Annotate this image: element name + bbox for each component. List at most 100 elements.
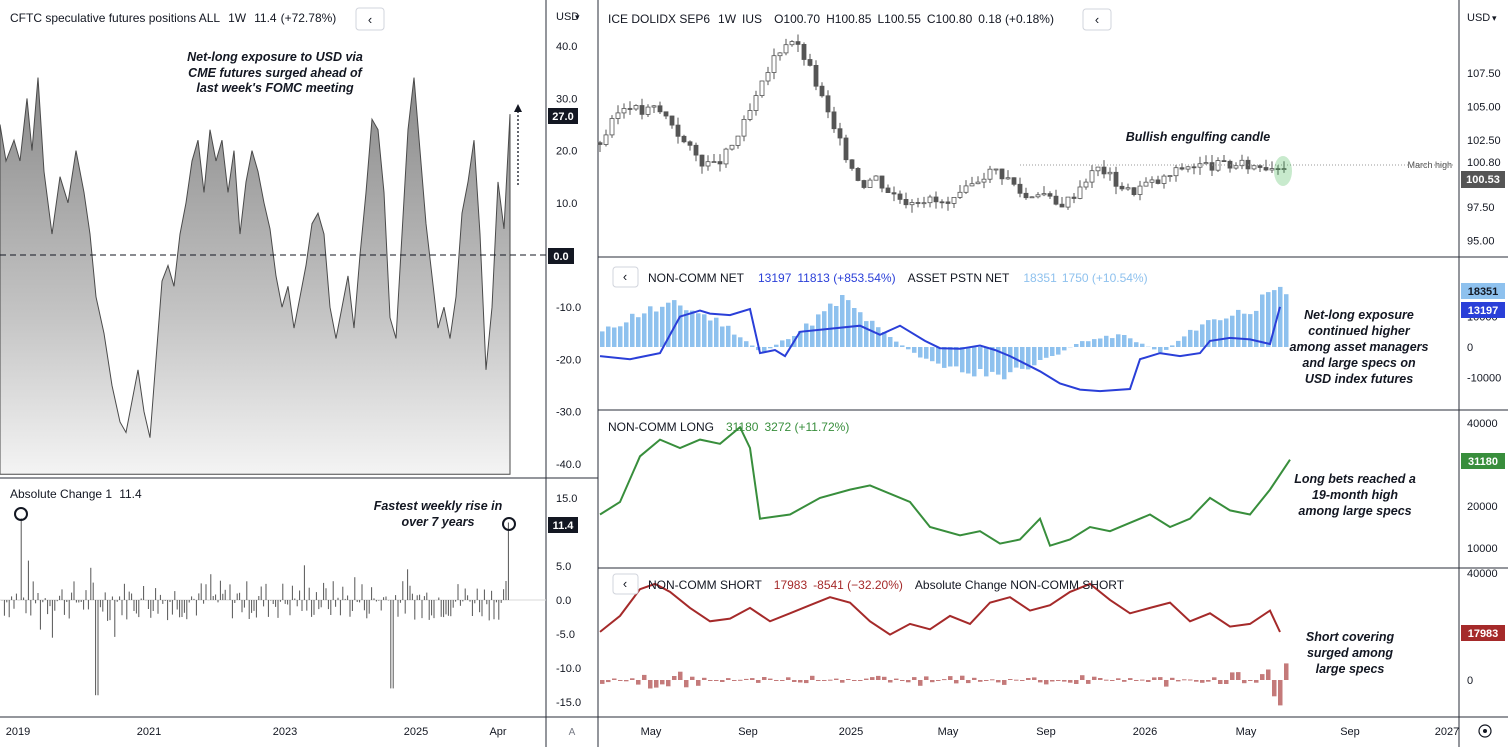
collapse-button-short[interactable]: ‹ (613, 574, 638, 594)
candle-body (658, 106, 662, 112)
collapse-button-net[interactable]: ‹ (613, 267, 638, 287)
short-change-bar (1038, 680, 1043, 682)
asset-bar (948, 347, 953, 367)
svg-text:18351: 18351 (1468, 286, 1499, 298)
asset-bar (1014, 347, 1019, 368)
candle-body (850, 160, 854, 169)
short-change-bar (864, 679, 869, 680)
asset-bar (954, 347, 959, 366)
asset-bar (1218, 320, 1223, 347)
asset-bar (1050, 347, 1055, 356)
short-change-bar (900, 680, 905, 681)
collapse-button-left[interactable]: ‹ (356, 8, 384, 30)
price-y-tick-4: 97.50 (1467, 202, 1495, 214)
chevron-left-icon: ‹ (623, 576, 627, 591)
candle-body (1090, 171, 1094, 182)
asset-bar (1158, 347, 1163, 352)
candle-body (766, 73, 770, 82)
candle-body (976, 182, 980, 184)
short-change-bar (852, 680, 857, 681)
candle-body (880, 176, 884, 188)
candle-body (904, 199, 908, 204)
candle-body (1096, 167, 1100, 171)
noncomm-net-badge: 13197 (1461, 302, 1505, 318)
long-annotation-2: 19-month high (1312, 488, 1398, 502)
candle-body (1222, 161, 1226, 162)
abs-y-tick-2: 0.0 (556, 595, 571, 607)
asset-bar (708, 321, 713, 348)
short-change-bar (1278, 680, 1283, 705)
short-change-bar (1020, 680, 1025, 681)
left-x-tick-0: 2019 (6, 726, 30, 738)
chevron-down-icon[interactable]: ▾ (575, 12, 580, 22)
abs-y-tick-5: -15.0 (556, 697, 581, 709)
abs-y-tick-4: -10.0 (556, 663, 581, 675)
asset-bar (978, 347, 983, 369)
chevron-down-icon[interactable]: ▾ (1492, 13, 1497, 23)
short-change-bar (720, 680, 725, 682)
candle-body (874, 176, 878, 180)
candle-body (1036, 195, 1040, 197)
cftc-y-tick-0: 40.0 (556, 41, 577, 53)
asset-bar (1092, 339, 1097, 347)
candle-body (1060, 204, 1064, 207)
auto-scale-button[interactable]: A (569, 727, 576, 738)
short-change-bar (1074, 680, 1079, 684)
svg-text:17983: 17983 (1468, 628, 1499, 640)
chevron-left-icon: ‹ (623, 269, 627, 284)
right-x-tick-5: 2026 (1133, 726, 1157, 738)
currency-label-right: USD (1467, 12, 1490, 24)
short-y-tick-1: 0 (1467, 675, 1473, 687)
candle-body (1162, 176, 1166, 183)
asset-bar (1164, 347, 1169, 350)
collapse-button-right[interactable]: ‹ (1083, 9, 1111, 30)
short-change-bar (816, 680, 821, 681)
short-change-bar (732, 680, 737, 681)
asset-bar (900, 345, 905, 347)
short-change-bar (1092, 677, 1097, 680)
candle-body (772, 56, 776, 73)
short-change-bar (714, 680, 719, 681)
asset-bar (690, 311, 695, 347)
candle-body (700, 155, 704, 166)
candle-body (844, 138, 848, 160)
short-change-bar (912, 677, 917, 680)
candle-body (1030, 197, 1034, 198)
asset-bar (924, 347, 929, 359)
short-change-bar (1248, 680, 1253, 681)
short-change-bar (834, 679, 839, 680)
short-y-tick-0: 40000 (1467, 568, 1498, 580)
chevron-left-icon: ‹ (368, 12, 372, 27)
asset-bar (732, 335, 737, 347)
asset-bar (1242, 314, 1247, 347)
asset-bar (930, 347, 935, 361)
svg-text:0.0: 0.0 (553, 251, 568, 263)
asset-bar (1248, 314, 1253, 347)
svg-text:11.4: 11.4 (553, 520, 575, 532)
candle-body (1084, 182, 1088, 187)
candle-body (1018, 184, 1022, 193)
asset-bar (834, 306, 839, 347)
short-change-bar (930, 680, 935, 682)
asset-bar (1086, 341, 1091, 347)
right-x-tick-3: May (938, 726, 959, 738)
short-change-bar (1218, 680, 1223, 684)
short-change-bar (1200, 680, 1205, 683)
long-y-tick-3: 10000 (1467, 543, 1498, 555)
short-annotation-2: surged among (1307, 646, 1393, 660)
asset-bar (1110, 338, 1115, 347)
cftc-y-tick-1: 30.0 (556, 93, 577, 105)
long-annotation-1: Long bets reached a (1294, 472, 1416, 486)
cftc-annotation-3: last week's FOMC meeting (196, 81, 354, 95)
short-change-bar (1224, 680, 1229, 684)
asset-bar (750, 346, 755, 348)
asset-bar (1236, 310, 1241, 347)
right-x-tick-2: 2025 (839, 726, 863, 738)
short-change-bar (1266, 670, 1271, 681)
long-annotation-3: among large specs (1298, 504, 1411, 518)
short-change-bar (1062, 680, 1067, 682)
candle-body (790, 42, 794, 45)
short-change-bar (1158, 677, 1163, 680)
